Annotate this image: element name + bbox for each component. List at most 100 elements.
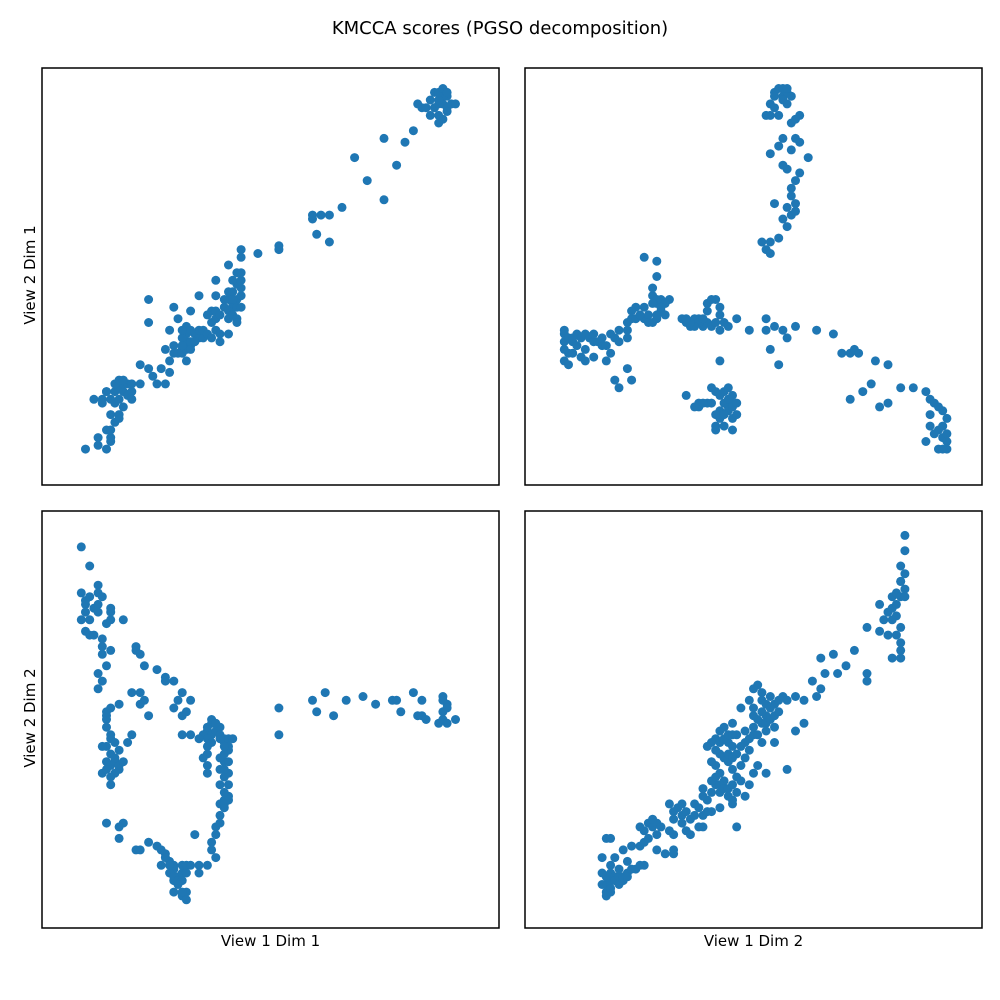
scatter-point [76,615,86,625]
scatter-point [102,722,111,732]
scatter-point [648,298,658,308]
scatter-point [308,210,317,220]
scatter-point [669,845,679,855]
scatter-point [925,410,935,420]
scatter-point [236,268,246,278]
scatter-point [224,329,233,339]
scatter-point [942,437,952,446]
scatter-point [694,803,704,813]
scatter-point [803,153,813,163]
scatter-point [875,599,885,609]
scatter-point [774,707,784,717]
scatter-point [114,699,124,709]
scatter-point [765,344,775,354]
scatter-point [169,302,179,312]
scatter-point [559,344,569,354]
scatter-point [652,256,662,266]
scatter-point [791,133,800,143]
ylabel-top: View 2 Dim 1 [21,225,39,325]
scatter-point [786,183,796,193]
scatter-point [711,425,721,435]
scatter-point [102,715,111,724]
scatter-point [778,133,788,143]
scatter-point [202,310,212,320]
scatter-point [413,99,423,109]
scatter-point [610,853,620,863]
scatter-point [782,84,792,93]
scatter-point [144,318,154,327]
scatter-point [875,402,885,412]
scatter-point [618,845,628,855]
scatter-point [862,669,872,678]
scatter-point [732,787,742,797]
scatter-point [614,383,624,393]
scatter-point [274,241,284,251]
scatter-point [114,833,124,843]
scatter-point [648,283,658,293]
scatter-point [858,387,868,397]
scatter-point [106,425,116,435]
scatter-point [118,375,128,385]
scatter-point [639,302,649,312]
scatter-point [177,887,187,897]
scatter-point [379,133,389,143]
scatter-point [845,394,855,404]
scatter-point [770,199,779,209]
scatter-point [711,318,721,327]
scatter-point [896,622,906,632]
scatter-point [135,688,145,698]
scatter-point [812,692,822,701]
scatter-point [707,295,716,304]
scatter-point [921,437,931,446]
scatter-point [215,310,225,320]
scatter-point [177,688,187,698]
scatter-point [337,202,347,212]
scatter-point [791,206,800,216]
scatter-point [274,730,284,740]
scatter-point [85,592,95,602]
scatter-point [156,364,166,374]
scatter-point [421,103,431,113]
scatter-point [379,195,389,205]
scatter-point [434,110,444,120]
scatter-point [635,310,645,320]
scatter-point [740,726,750,736]
scatter-point [770,722,779,732]
scatter-point [606,348,616,358]
scatter-point [728,741,737,751]
scatter-point [106,433,116,443]
scatter-point [186,325,196,335]
scatter-point [228,275,238,285]
scatter-point [753,761,763,770]
scatter-point [774,360,784,370]
scatter-point [211,830,221,840]
scatter-point [900,546,910,556]
scatter-point [896,561,906,571]
scatter-point [312,229,322,239]
scatter-point [622,333,632,343]
scatter-point [106,410,116,420]
scatter-point [765,692,775,701]
scatter-point [887,653,897,663]
scatter-point [341,695,351,705]
scatter-point [123,738,133,747]
scatter-point [127,387,137,397]
scatter-point [841,661,851,671]
scatter-point [765,149,775,159]
scatter-point [643,833,653,843]
scatter-point [152,379,162,389]
scatter-point [135,699,145,709]
scatter-point [215,810,225,820]
scatter-point [181,707,191,717]
scatter-point [938,406,948,416]
scatter-point [144,837,154,847]
scatter-point [102,661,111,671]
scatter-point [799,695,809,705]
scatter-point [224,780,233,790]
scatter-point [896,645,906,655]
scatter-point [106,780,116,790]
scatter-point [707,787,716,797]
scatter-point [740,791,750,801]
scatter-point [320,688,330,698]
scatter-point [719,410,729,420]
